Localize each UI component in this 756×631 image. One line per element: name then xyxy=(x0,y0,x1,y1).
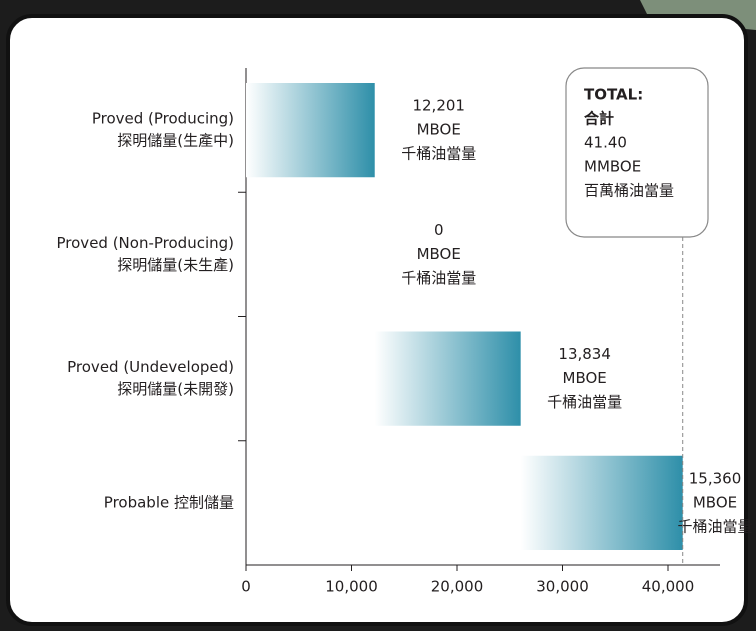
x-tick-label: 10,000 xyxy=(325,578,378,596)
category-label: Proved (Undeveloped) xyxy=(67,358,234,376)
category-label: Probable 控制儲量 xyxy=(104,493,234,511)
value-label: 13,834 xyxy=(558,345,611,363)
unit-label: 千桶油當量 xyxy=(547,393,622,411)
bar xyxy=(520,455,683,550)
bar xyxy=(374,331,521,426)
value-label: 15,360 xyxy=(689,469,742,487)
value-label: 12,201 xyxy=(412,97,465,115)
total-text: MMBOE xyxy=(584,158,641,176)
category-label: Proved (Non-Producing) xyxy=(57,234,234,252)
unit-label: MBOE xyxy=(563,369,607,387)
total-box xyxy=(565,67,709,238)
total-text: TOTAL: xyxy=(584,86,643,104)
total-text: 41.40 xyxy=(584,134,627,152)
bar xyxy=(246,83,375,178)
unit-label: 千桶油當量 xyxy=(401,269,476,287)
total-text: 百萬桶油當量 xyxy=(584,182,674,200)
unit-label: MBOE xyxy=(417,245,461,263)
x-tick-label: 40,000 xyxy=(642,578,695,596)
unit-label: 千桶油當量 xyxy=(677,517,752,535)
value-label: 0 xyxy=(434,221,444,239)
x-tick-label: 20,000 xyxy=(431,578,484,596)
unit-label: MBOE xyxy=(417,121,461,139)
x-tick-label: 30,000 xyxy=(536,578,589,596)
unit-label: MBOE xyxy=(693,493,737,511)
total-box-frame xyxy=(565,67,709,238)
unit-label: 千桶油當量 xyxy=(401,145,476,163)
category-label: Proved (Producing) xyxy=(92,110,234,128)
category-label: 探明儲量(未生產) xyxy=(117,256,234,274)
category-label: 探明儲量(未開發) xyxy=(117,380,234,398)
x-tick-label: 0 xyxy=(241,578,251,596)
total-text: 合計 xyxy=(583,110,614,128)
category-label: 探明儲量(生產中) xyxy=(117,132,234,150)
